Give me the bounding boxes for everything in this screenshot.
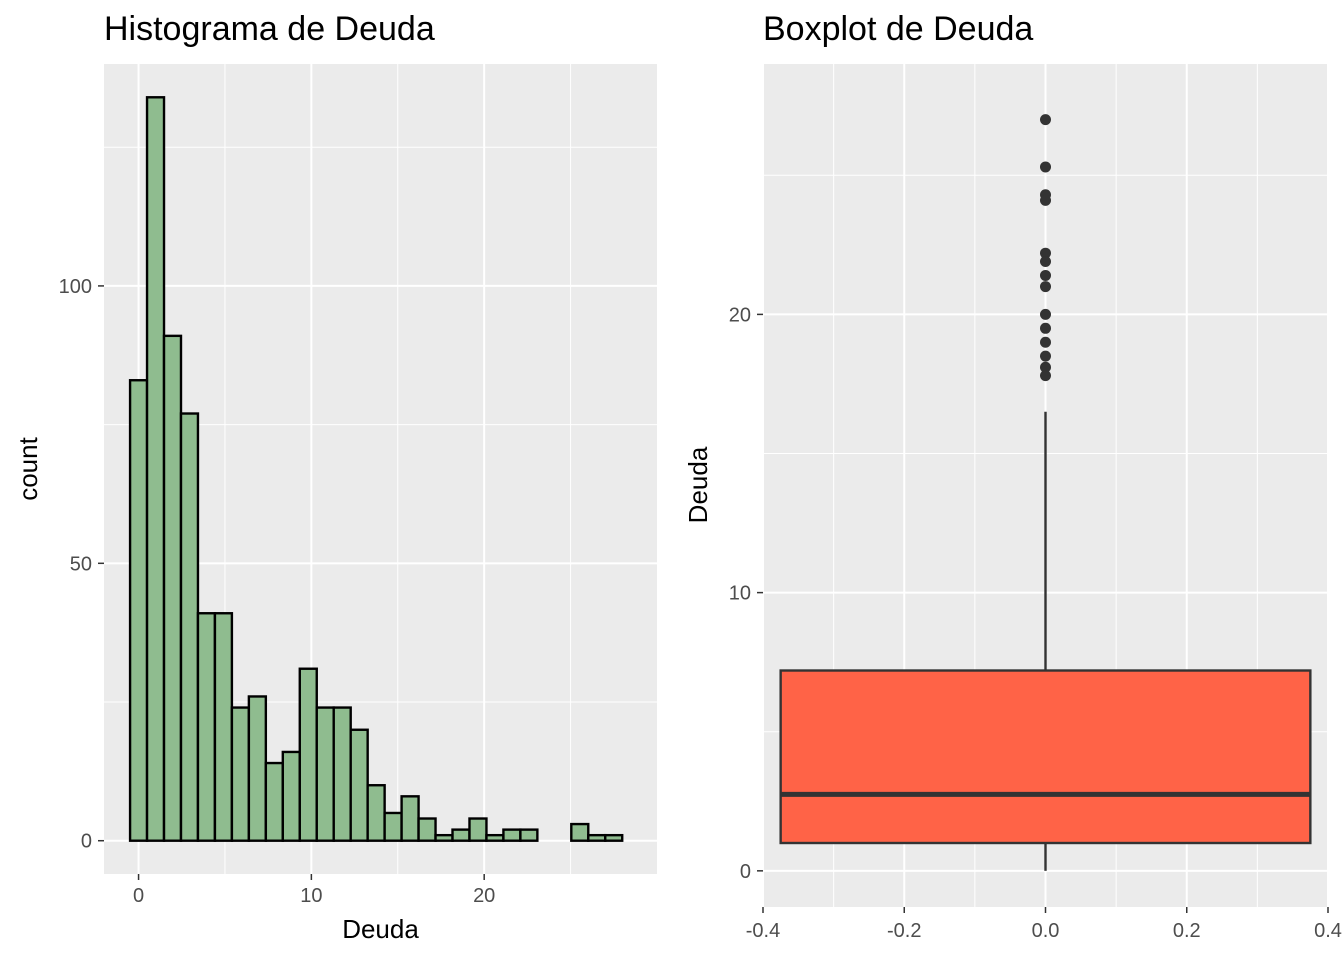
histogram-y-tick-label: 100	[59, 276, 92, 298]
boxplot-outlier-point	[1040, 361, 1051, 373]
histogram-bar	[349, 728, 369, 842]
histogram-bar	[264, 761, 285, 842]
boxplot-y-axis-title: Deuda	[683, 446, 713, 523]
histogram-bar	[179, 412, 200, 842]
boxplot-outlier-point	[1040, 114, 1051, 126]
histogram-bar	[332, 706, 352, 842]
boxplot-outlier-point	[1040, 247, 1051, 259]
boxplot-outlier-point	[1040, 281, 1051, 293]
histogram-bars	[128, 96, 624, 842]
boxplot-outlier-point	[1040, 350, 1051, 362]
boxplot-panel: Boxplot de Deuda -0.4 -0.2 0.0 0.2 0.401020 …	[683, 10, 1342, 942]
histogram-bar	[400, 795, 420, 842]
boxplot-mark	[779, 114, 1312, 871]
histogram-bar	[366, 784, 386, 842]
boxplot-x-tick-label: 0.4	[1314, 920, 1342, 942]
boxplot-outlier-point	[1040, 370, 1051, 382]
boxplot-y-tick-label: 0	[740, 861, 751, 883]
histogram-bar	[434, 833, 454, 842]
boxplot-y-tick-label: 10	[729, 583, 751, 605]
boxplot-box	[779, 669, 1312, 845]
histogram-bar	[519, 828, 539, 842]
boxplot-y-tick-label: 20	[729, 304, 751, 326]
histogram-bar	[128, 379, 149, 842]
boxplot-title: Boxplot de Deuda	[763, 10, 1033, 48]
histogram-bar	[315, 706, 335, 842]
boxplot-outlier-point	[1040, 308, 1051, 320]
histogram-ticks: 0 10 20 0 50 100	[59, 276, 496, 907]
histogram-bar	[247, 695, 268, 842]
histogram-bar	[468, 817, 488, 842]
histogram-bar	[417, 817, 437, 842]
boxplot-outlier-point	[1040, 194, 1051, 206]
histogram-x-tick-label: 20	[473, 885, 495, 907]
histogram-bar	[213, 612, 234, 842]
histogram-title: Histograma de Deuda	[104, 10, 435, 48]
histogram-bar	[604, 833, 624, 842]
histogram-bar	[502, 828, 522, 842]
boxplot-x-tick-label: 0.2	[1173, 920, 1201, 942]
histogram-bar	[485, 833, 505, 842]
histogram-y-tick-label: 0	[81, 831, 92, 853]
boxplot-outlier-point	[1040, 256, 1051, 268]
histogram-bar	[570, 822, 590, 842]
histogram-bar	[281, 750, 301, 842]
histogram-x-tick-label: 10	[300, 885, 322, 907]
boxplot-outlier-point	[1040, 161, 1051, 173]
histogram-bar	[298, 667, 318, 842]
boxplot-x-tick-label: -0.4	[746, 920, 780, 942]
boxplot-outlier-point	[1040, 269, 1051, 281]
histogram-panel: Histograma de Deuda 0 10 20 0 50 100 Deuda co…	[13, 10, 657, 944]
histogram-bar	[230, 706, 251, 842]
boxplot-x-tick-label: -0.2	[887, 920, 921, 942]
histogram-bar	[162, 334, 183, 842]
boxplot-x-tick-label: 0.0	[1032, 920, 1060, 942]
boxplot-outlier-point	[1040, 322, 1051, 334]
histogram-bar	[587, 833, 607, 842]
histogram-x-axis-title: Deuda	[342, 914, 419, 944]
histogram-bar	[196, 612, 217, 842]
boxplot-outlier-point	[1040, 336, 1051, 348]
boxplot-ticks: -0.4 -0.2 0.0 0.2 0.4 0 10 20	[729, 304, 1342, 942]
histogram-y-tick-label: 50	[70, 553, 92, 575]
histogram-bar	[145, 96, 166, 842]
histogram-y-axis-title: count	[13, 436, 43, 500]
histogram-x-tick-label: 0	[133, 885, 144, 907]
histogram-bar	[383, 811, 403, 842]
histogram-bar	[451, 828, 471, 842]
